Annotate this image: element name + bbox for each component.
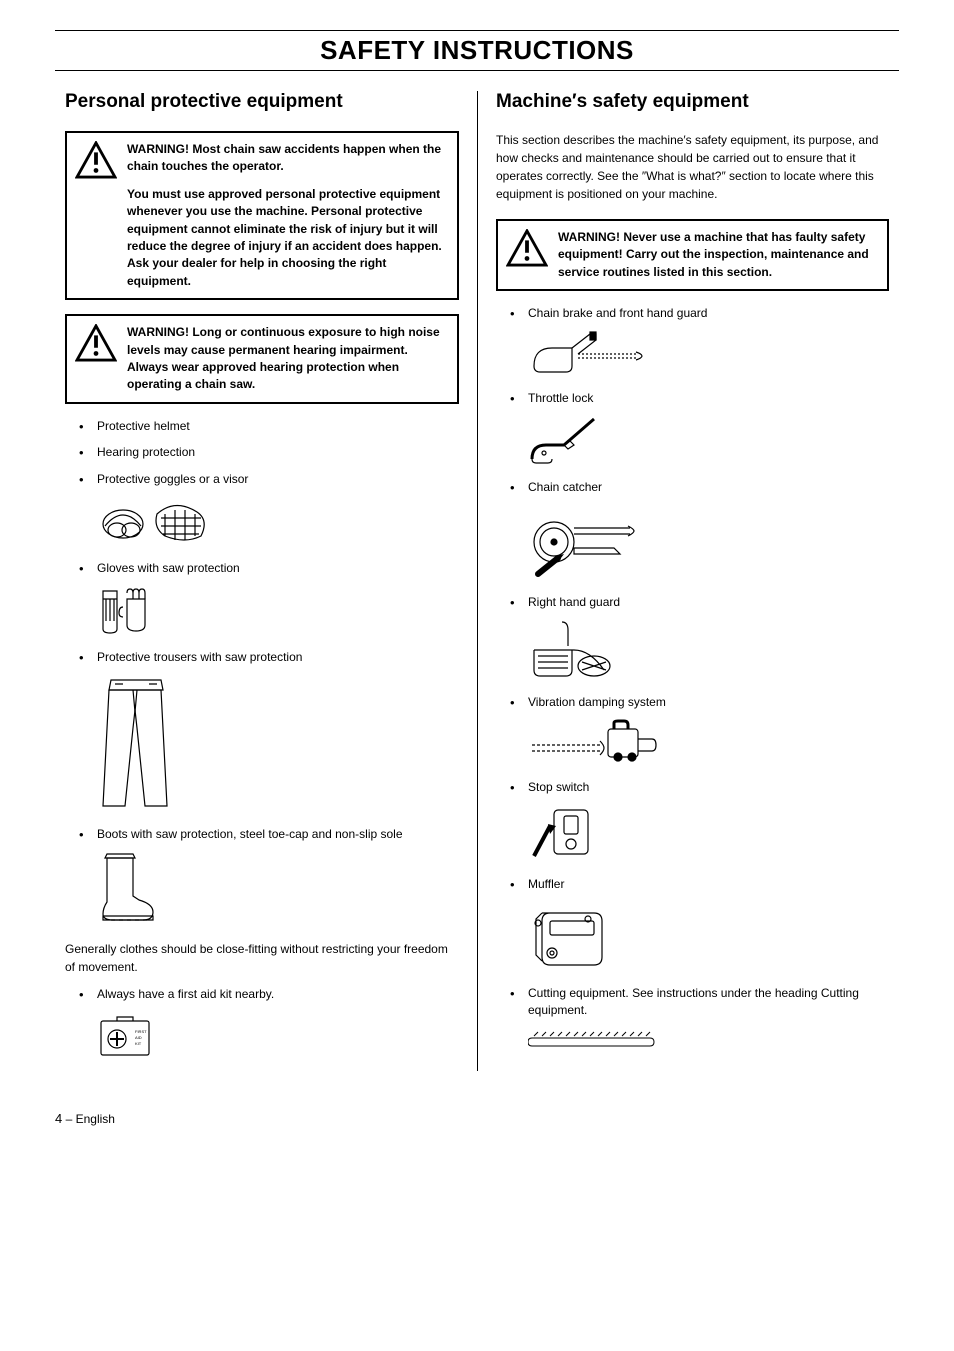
list-item-catcher: Chain catcher (510, 479, 889, 582)
page-number: 4 (55, 1111, 62, 1126)
item-label: Hearing protection (97, 445, 195, 459)
list-item-goggles: Protective goggles or a visor (79, 471, 459, 548)
warning-ppe1-p2: You must use approved personal protectiv… (127, 186, 447, 290)
list-item-stopswitch: Stop switch ryt (510, 779, 889, 864)
list-item-vibration: Vibration damping system (510, 694, 889, 767)
ppe-list: Protective helmet Hearing protection Pro… (65, 418, 459, 929)
footer-dash: – (66, 1112, 76, 1126)
gloves-icon (97, 585, 157, 637)
left-column: Personal protective equipment WARNING! M… (55, 91, 477, 1071)
item-label: Right hand guard (528, 595, 620, 609)
svg-text:FIRST: FIRST (135, 1029, 147, 1034)
chainbrake-icon (528, 330, 648, 378)
warning-machine-p1: WARNING! Never use a machine that has fa… (558, 229, 877, 281)
warning-ppe1-p1: WARNING! Most chain saw accidents happen… (127, 141, 447, 176)
item-label: Stop switch (528, 780, 589, 794)
cutting-icon (528, 1026, 658, 1050)
list-item-trousers: Protective trousers with saw protection (79, 649, 459, 814)
warning-icon (75, 141, 117, 179)
warning-box-ppe2: WARNING! Long or continuous exposure to … (65, 314, 459, 404)
item-label: Chain brake and front hand guard (528, 306, 707, 320)
item-label: Protective goggles or a visor (97, 472, 248, 486)
ppe-list-2: Always have a first aid kit nearby. FIRS… (65, 986, 459, 1059)
list-item-chainbrake: Chain brake and front hand guard (510, 305, 889, 378)
warning-ppe2-p1: WARNING! Long or continuous exposure to … (127, 324, 447, 394)
warning-icon (506, 229, 548, 267)
trousers-icon (97, 674, 175, 814)
list-item-cutting: Cutting equipment. See instructions unde… (510, 985, 889, 1051)
warning-text: WARNING! Never use a machine that has fa… (558, 229, 877, 281)
muffler-icon (528, 901, 614, 973)
list-item-muffler: Muffler (510, 876, 889, 973)
item-label: Cutting equipment. See instructions unde… (528, 986, 859, 1017)
item-label: Protective trousers with saw protection (97, 650, 302, 664)
machine-intro: This section describes the machine′s saf… (496, 131, 889, 203)
machine-list: Chain brake and front hand guard Throttl… (496, 305, 889, 1050)
svg-text:KIT: KIT (135, 1041, 142, 1046)
warning-icon (75, 324, 117, 362)
list-item-boots: Boots with saw protection, steel toe-cap… (79, 826, 459, 929)
page-footer: 4 – English (55, 1111, 899, 1126)
svg-text:AID: AID (135, 1035, 142, 1040)
catcher-icon (528, 504, 638, 582)
throttle-icon (528, 415, 602, 467)
ppe-heading: Personal protective equipment (65, 91, 459, 113)
list-item-righthand: Right hand guard (510, 594, 889, 683)
list-item-gloves: Gloves with saw protection (79, 560, 459, 637)
list-item-firstaid: Always have a first aid kit nearby. FIRS… (79, 986, 459, 1059)
warning-box-machine: WARNING! Never use a machine that has fa… (496, 219, 889, 291)
stopswitch-icon: ryt (528, 804, 594, 864)
boots-icon (97, 850, 159, 928)
item-label: Protective helmet (97, 419, 190, 433)
right-column: Machine′s safety equipment This section … (477, 91, 899, 1071)
clothes-note: Generally clothes should be close-fittin… (65, 940, 459, 976)
warning-box-ppe1: WARNING! Most chain saw accidents happen… (65, 131, 459, 300)
content-columns: Personal protective equipment WARNING! M… (55, 91, 899, 1071)
machine-heading: Machine′s safety equipment (496, 91, 889, 113)
list-item-throttle: Throttle lock (510, 390, 889, 467)
item-label: Gloves with saw protection (97, 561, 240, 575)
list-item-helmet: Protective helmet (79, 418, 459, 435)
righthand-icon (528, 618, 614, 682)
footer-lang: English (76, 1112, 115, 1126)
page-title: SAFETY INSTRUCTIONS (55, 30, 899, 71)
vibration-icon (528, 719, 658, 767)
item-label: Always have a first aid kit nearby. (97, 987, 274, 1001)
item-label: Vibration damping system (528, 695, 666, 709)
item-label: Boots with saw protection, steel toe-cap… (97, 827, 403, 841)
helmet-goggles-icon (97, 496, 217, 548)
item-label: Muffler (528, 877, 564, 891)
list-item-hearing: Hearing protection (79, 444, 459, 461)
item-label: Chain catcher (528, 480, 602, 494)
warning-text: WARNING! Most chain saw accidents happen… (127, 141, 447, 290)
warning-text: WARNING! Long or continuous exposure to … (127, 324, 447, 394)
firstaid-icon: FIRST AID KIT (97, 1011, 153, 1059)
item-label: Throttle lock (528, 391, 593, 405)
